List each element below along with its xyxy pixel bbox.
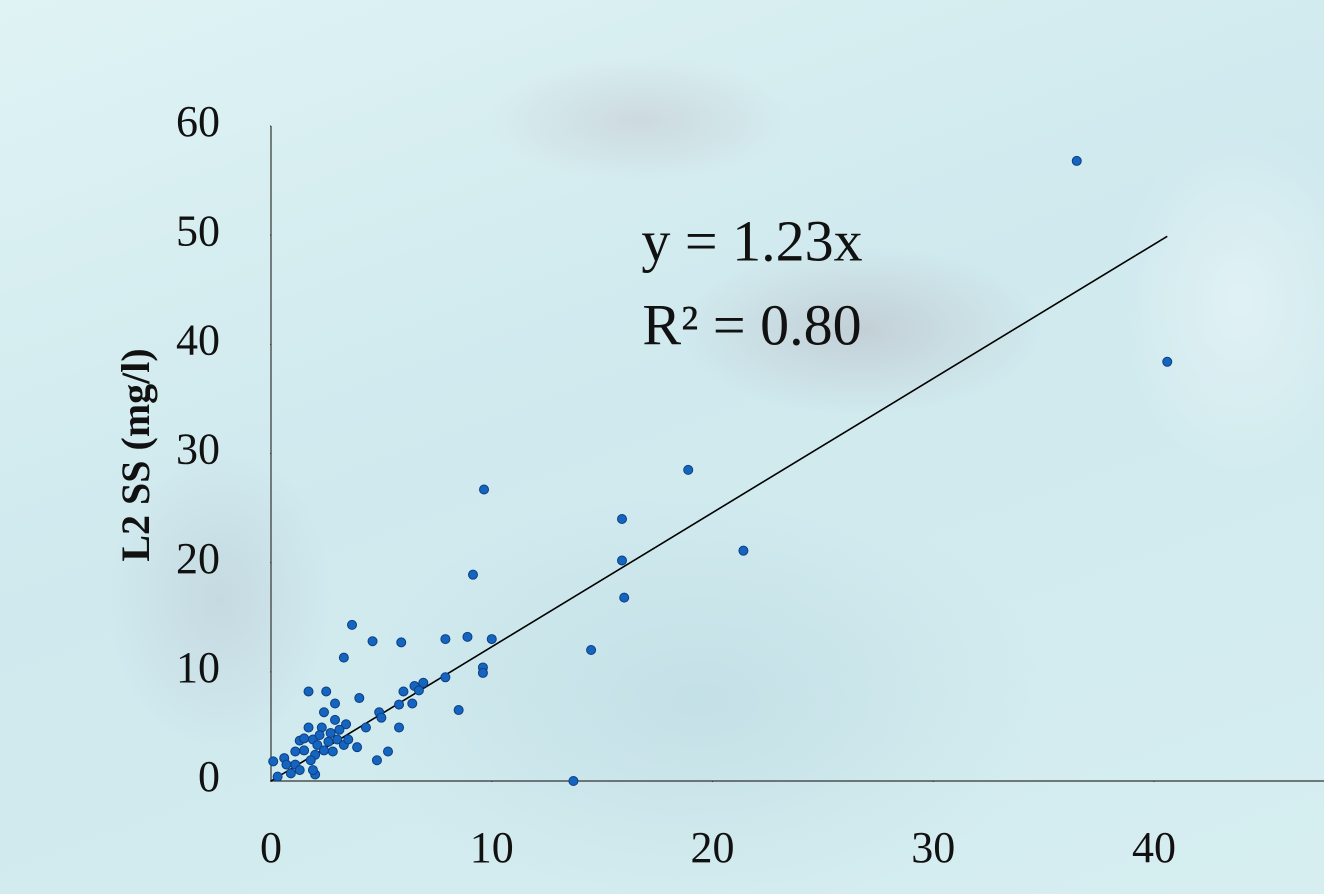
y-tick-label: 60 xyxy=(176,97,220,146)
y-tick-label: 0 xyxy=(198,752,220,801)
data-point xyxy=(440,634,451,645)
data-point xyxy=(568,776,579,786)
data-point xyxy=(272,771,283,782)
data-point xyxy=(738,545,749,556)
data-point xyxy=(352,742,363,753)
x-tick-label: 20 xyxy=(691,823,735,872)
data-point xyxy=(413,685,424,696)
data-point xyxy=(323,736,334,747)
y-tick-label: 30 xyxy=(176,425,220,474)
y-axis-label: L2 SS (mg/l) xyxy=(113,348,158,561)
data-point xyxy=(318,745,329,756)
data-point xyxy=(479,484,490,495)
data-point xyxy=(467,569,478,580)
data-point xyxy=(396,637,407,648)
data-point xyxy=(398,686,409,697)
data-point xyxy=(321,686,332,697)
data-point xyxy=(281,759,292,770)
data-point xyxy=(347,619,358,630)
data-point xyxy=(268,756,279,767)
data-point xyxy=(453,705,464,716)
y-tick-label: 40 xyxy=(176,315,220,364)
data-point xyxy=(314,730,325,741)
x-tick-label: 10 xyxy=(470,823,514,872)
data-point xyxy=(303,722,314,733)
data-point xyxy=(1162,356,1173,367)
data-point xyxy=(617,514,627,524)
data-point xyxy=(294,765,305,776)
data-point xyxy=(327,746,338,757)
data-point xyxy=(619,592,630,603)
data-point xyxy=(343,734,354,745)
annotation: y = 1.23x xyxy=(641,208,862,273)
data-point xyxy=(312,739,323,750)
data-point xyxy=(376,712,387,723)
data-point xyxy=(394,699,405,710)
y-tick-label: 10 xyxy=(176,643,220,692)
data-point xyxy=(338,652,349,663)
data-point xyxy=(462,631,473,642)
data-point xyxy=(299,745,310,756)
data-point xyxy=(285,768,296,779)
x-tick-label: 40 xyxy=(1132,823,1176,872)
data-point xyxy=(318,707,329,718)
x-tick-label: 30 xyxy=(911,823,955,872)
data-point xyxy=(418,677,429,688)
data-point xyxy=(383,746,393,757)
data-point xyxy=(360,722,371,733)
data-point xyxy=(1071,155,1082,166)
data-point xyxy=(354,693,365,704)
data-point xyxy=(307,765,318,776)
data-point xyxy=(371,755,382,766)
data-point xyxy=(330,698,341,709)
data-point xyxy=(330,714,341,725)
data-point xyxy=(290,746,301,757)
y-tick-label: 50 xyxy=(176,206,220,255)
data-point xyxy=(407,698,418,709)
data-point xyxy=(586,645,597,655)
y-tick-label: 20 xyxy=(176,534,220,583)
data-point xyxy=(683,464,694,475)
data-point xyxy=(477,667,488,678)
data-point xyxy=(303,686,314,697)
data-point xyxy=(394,722,405,733)
annotation: R² = 0.80 xyxy=(642,292,861,357)
data-point xyxy=(367,636,378,647)
data-point xyxy=(299,733,310,744)
data-point xyxy=(341,719,352,730)
x-tick-label: 0 xyxy=(260,823,282,872)
data-point xyxy=(617,555,627,566)
data-point xyxy=(305,755,316,766)
data-point xyxy=(334,724,345,735)
data-point xyxy=(440,672,451,683)
data-point xyxy=(486,634,497,645)
